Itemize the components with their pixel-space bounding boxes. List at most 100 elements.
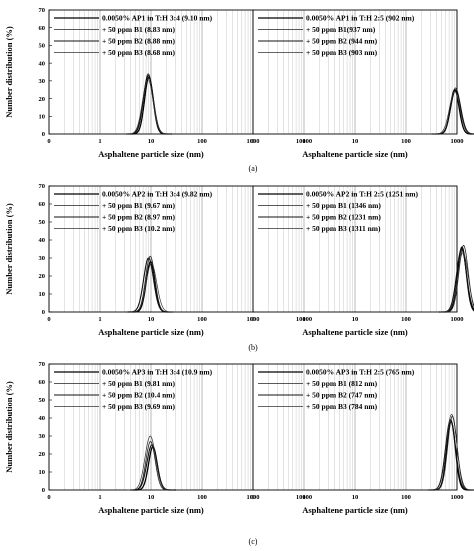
y-axis-label: Number distribution (%) [4, 26, 14, 118]
x-tick-label: 1 [302, 316, 305, 323]
x-axis-label: Asphaltene particle size (nm) [302, 149, 408, 159]
x-tick-label: 1000 [247, 316, 260, 323]
y-tick-label: 60 [39, 379, 46, 386]
x-tick-label: 10 [352, 316, 359, 323]
legend-label: + 50 ppm B1 (8.83 nm) [102, 25, 176, 34]
figure-label: (b) [248, 343, 258, 352]
y-tick-label: 30 [39, 433, 46, 440]
x-tick-label: 1 [302, 494, 305, 501]
x-tick-label: 100 [401, 316, 411, 323]
y-tick-label: 40 [39, 60, 46, 67]
legend-label: + 50 ppm B1 (9.81 nm) [102, 379, 176, 388]
plot-frame [252, 363, 458, 491]
series-line [127, 260, 174, 313]
x-tick-label: 1 [98, 138, 101, 145]
legend-label: + 50 ppm B2 (8.88 nm) [102, 37, 176, 46]
legend-label: 0.0050% AP1 in T:H 2:5 (902 nm) [306, 14, 415, 23]
x-tick-label: 1 [98, 494, 101, 501]
series-line [129, 446, 176, 491]
legend-label: 0.0050% AP2 in T:H 3:4 (9.82 nm) [102, 190, 213, 199]
legend-label: + 50 ppm B2 (8.97 nm) [102, 213, 176, 222]
legend-label: + 50 ppm B1 (812 nm) [306, 379, 378, 388]
x-tick-label: 0 [251, 494, 254, 501]
x-tick-label: 10 [352, 494, 359, 501]
series-line [431, 91, 474, 135]
y-tick-label: 60 [39, 201, 46, 208]
x-tick-label: 1000 [451, 316, 464, 323]
legend-label: + 50 ppm B2 (747 nm) [306, 391, 378, 400]
x-tick-label: 1000 [451, 138, 464, 145]
x-tick-label: 10000 [296, 316, 312, 323]
x-tick-label: 10 [148, 316, 155, 323]
y-tick-label: 30 [39, 255, 46, 262]
series-line [440, 244, 474, 313]
x-axis-label: Asphaltene particle size (nm) [302, 327, 408, 337]
y-tick-label: 70 [39, 7, 46, 14]
legend-label: + 50 ppm B3 (903 nm) [306, 48, 378, 57]
x-axis-label: Asphaltene particle size (nm) [98, 505, 204, 515]
legend-label: + 50 ppm B3 (1311 nm) [306, 224, 381, 233]
y-tick-label: 70 [39, 361, 46, 368]
x-tick-label: 100 [197, 494, 207, 501]
series-line [427, 419, 474, 491]
legend-label: 0.0050% AP3 in T:H 3:4 (10.9 nm) [102, 368, 213, 377]
y-tick-label: 0 [42, 309, 45, 316]
y-tick-label: 50 [39, 219, 46, 226]
series-line [429, 415, 474, 491]
x-tick-label: 1000 [247, 494, 260, 501]
legend-label: 0.0050% AP2 in T:H 2:5 (1251 nm) [306, 190, 419, 199]
x-tick-label: 10000 [296, 494, 312, 501]
y-tick-label: 50 [39, 397, 46, 404]
x-tick-label: 100 [197, 138, 207, 145]
figure-label: (c) [249, 537, 258, 546]
y-tick-label: 20 [39, 451, 46, 458]
x-tick-label: 1 [98, 316, 101, 323]
x-tick-label: 10000 [296, 138, 312, 145]
x-tick-label: 10 [148, 494, 155, 501]
x-axis-label: Asphaltene particle size (nm) [98, 327, 204, 337]
legend-label: + 50 ppm B1(937 nm) [306, 25, 376, 34]
legend-label: + 50 ppm B2 (944 nm) [306, 37, 378, 46]
x-tick-label: 10 [148, 138, 155, 145]
x-tick-label: 0 [47, 138, 50, 145]
y-tick-label: 30 [39, 78, 46, 85]
y-tick-label: 10 [39, 469, 46, 476]
y-tick-label: 0 [42, 487, 45, 494]
x-tick-label: 100 [197, 316, 207, 323]
x-tick-label: 0 [47, 494, 50, 501]
legend-label: + 50 ppm B3 (784 nm) [306, 402, 378, 411]
plot-frame [252, 185, 458, 313]
legend-label: + 50 ppm B2 (10.4 nm) [102, 391, 176, 400]
series-line [124, 78, 171, 135]
series-line [125, 74, 172, 135]
series-line [440, 252, 474, 313]
x-tick-label: 100 [401, 138, 411, 145]
y-tick-label: 40 [39, 237, 46, 244]
plot-panel: 0 1 10 100 1000 10000 Asphaltene particle size… [251, 185, 474, 337]
x-tick-label: 0 [251, 316, 254, 323]
x-tick-label: 0 [47, 316, 50, 323]
x-tick-label: 1000 [247, 138, 260, 145]
x-tick-label: 1000 [451, 494, 464, 501]
legend-label: + 50 ppm B3 (8.68 nm) [102, 48, 176, 57]
series-line [127, 435, 174, 491]
legend-label: 0.0050% AP1 in T:H 3:4 (9.10 nm) [102, 14, 213, 23]
legend-label: + 50 ppm B2 (1231 nm) [306, 213, 381, 222]
x-tick-label: 0 [251, 138, 254, 145]
y-tick-label: 40 [39, 415, 46, 422]
legend-label: + 50 ppm B3 (10.2 nm) [102, 224, 176, 233]
series-line [128, 263, 175, 313]
y-tick-label: 70 [39, 183, 46, 190]
y-tick-label: 10 [39, 291, 46, 298]
y-tick-label: 20 [39, 273, 46, 280]
y-tick-label: 60 [39, 25, 46, 32]
y-axis-label: Number distribution (%) [4, 381, 14, 473]
y-tick-label: 0 [42, 131, 45, 138]
series-line [125, 73, 172, 135]
x-axis-label: Asphaltene particle size (nm) [98, 149, 204, 159]
plot-panel: 0 1 10 100 1000 10000 Asphaltene particle size… [47, 9, 312, 159]
x-tick-label: 100 [401, 494, 411, 501]
figure-label: (a) [249, 164, 258, 173]
